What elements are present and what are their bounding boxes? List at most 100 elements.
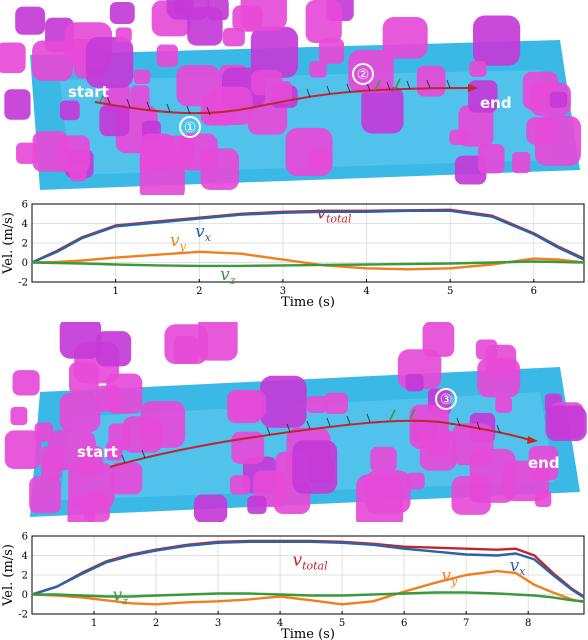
obstacle xyxy=(130,85,150,108)
x-tick-label: 2 xyxy=(153,618,159,629)
obstacle xyxy=(416,65,446,97)
x-axis-label: Time (s) xyxy=(281,627,335,640)
series-label-v_total: vtotal xyxy=(292,550,328,572)
series-label-v_y: vy xyxy=(441,566,458,588)
svg-text:①: ① xyxy=(184,120,197,136)
obstacle xyxy=(85,37,134,88)
obstacle xyxy=(4,430,42,469)
obstacle xyxy=(12,370,40,396)
obstacle xyxy=(449,129,469,145)
obstacle xyxy=(452,423,494,466)
waypoint-marker-1: ① xyxy=(179,116,201,138)
obstacle xyxy=(422,322,455,357)
point-cloud-scene-1: start end ① ② xyxy=(0,0,582,195)
obstacle xyxy=(59,393,101,432)
obstacle xyxy=(348,49,394,93)
start-label: start xyxy=(77,443,118,461)
x-tick-label: 4 xyxy=(277,618,283,629)
x-tick-label: 2 xyxy=(196,286,202,297)
obstacle xyxy=(198,322,238,361)
obstacle xyxy=(140,133,174,171)
series-label-v_z: vz xyxy=(220,265,236,287)
x-tick-label: 5 xyxy=(447,286,453,297)
series-label-v_x: vx xyxy=(195,222,212,244)
point-cloud-scene-2: start end ③ xyxy=(4,322,587,522)
y-tick-label: -2 xyxy=(18,278,28,289)
x-tick-label: 3 xyxy=(215,618,221,629)
obstacle xyxy=(95,331,132,367)
obstacle xyxy=(409,404,449,449)
x-tick-label: 4 xyxy=(363,286,369,297)
x-tick-label: 3 xyxy=(280,286,286,297)
obstacle xyxy=(495,396,512,413)
obstacle xyxy=(109,2,135,24)
end-label: end xyxy=(528,454,560,472)
obstacle xyxy=(115,27,132,43)
y-tick-label: 6 xyxy=(22,532,28,543)
series-line-v_y xyxy=(31,250,585,271)
y-tick-label: 0 xyxy=(22,258,28,269)
obstacle xyxy=(59,100,80,121)
obstacle xyxy=(32,40,73,81)
obstacle xyxy=(361,86,404,134)
svg-text:②: ② xyxy=(357,67,370,83)
obstacle xyxy=(309,61,327,78)
y-tick-label: 0 xyxy=(22,590,28,601)
obstacle xyxy=(133,69,151,84)
y-tick-label: -2 xyxy=(18,610,28,621)
x-tick-label: 7 xyxy=(463,618,469,629)
waypoint-marker-2: ② xyxy=(352,63,374,85)
obstacle xyxy=(475,339,498,360)
x-tick-label: 8 xyxy=(525,618,531,629)
obstacle xyxy=(406,472,425,490)
series-label-v_x: vx xyxy=(510,556,527,578)
obstacle xyxy=(173,336,199,364)
obstacle xyxy=(285,127,333,177)
x-tick-label: 1 xyxy=(112,286,118,297)
obstacle xyxy=(0,42,26,74)
obstacle xyxy=(108,423,131,451)
obstacle xyxy=(364,470,411,514)
obstacle xyxy=(370,446,397,473)
y-axis-label: Vel. (m/s) xyxy=(1,212,16,275)
series-label-v_z: vz xyxy=(113,585,129,607)
obstacle xyxy=(15,6,46,35)
series-label-v_total: vtotal xyxy=(316,204,352,226)
y-tick-label: 2 xyxy=(22,571,28,582)
obstacle xyxy=(174,0,194,16)
obstacle xyxy=(55,135,90,172)
obstacle xyxy=(306,395,328,413)
obstacle xyxy=(230,475,251,495)
series-line-v_x xyxy=(31,540,585,599)
obstacle xyxy=(10,406,28,426)
obstacle xyxy=(41,446,64,471)
x-tick-label: 5 xyxy=(339,618,345,629)
obstacle xyxy=(292,440,338,494)
obstacle xyxy=(405,373,424,392)
trajectory-path xyxy=(109,408,538,468)
obstacle xyxy=(512,152,531,174)
series-line-v_y xyxy=(31,569,585,606)
x-tick-label: 1 xyxy=(91,618,97,629)
obstacle xyxy=(83,493,110,522)
obstacle xyxy=(99,104,130,137)
obstacle xyxy=(260,375,307,428)
velocity-plot-1: 1 2 3 4 5 6 -2 0 2 4 6 Time (s) Vel. (m/s) vtotal vxvy… xyxy=(1,200,585,308)
y-tick-label: 4 xyxy=(22,219,28,230)
obstacle xyxy=(230,390,267,420)
obstacle xyxy=(477,144,505,174)
y-axis-label: Vel. (m/s) xyxy=(1,544,16,607)
obstacle xyxy=(451,476,491,515)
series-line-v_x xyxy=(31,209,585,264)
obstacle xyxy=(179,133,218,171)
plot-frame xyxy=(31,203,585,283)
obstacle xyxy=(251,69,283,96)
velocity-plot-2: 1 2 3 4 5 6 7 8 -2 0 2 4 6 Time (s) Vel. (m/s) vtotal vx… xyxy=(1,532,585,640)
obstacle xyxy=(207,86,253,126)
obstacle xyxy=(549,91,568,108)
obstacle xyxy=(207,0,229,21)
obstacle xyxy=(305,0,342,43)
obstacle xyxy=(29,476,61,514)
obstacle xyxy=(69,362,99,395)
x-tick-label: 6 xyxy=(531,286,537,297)
